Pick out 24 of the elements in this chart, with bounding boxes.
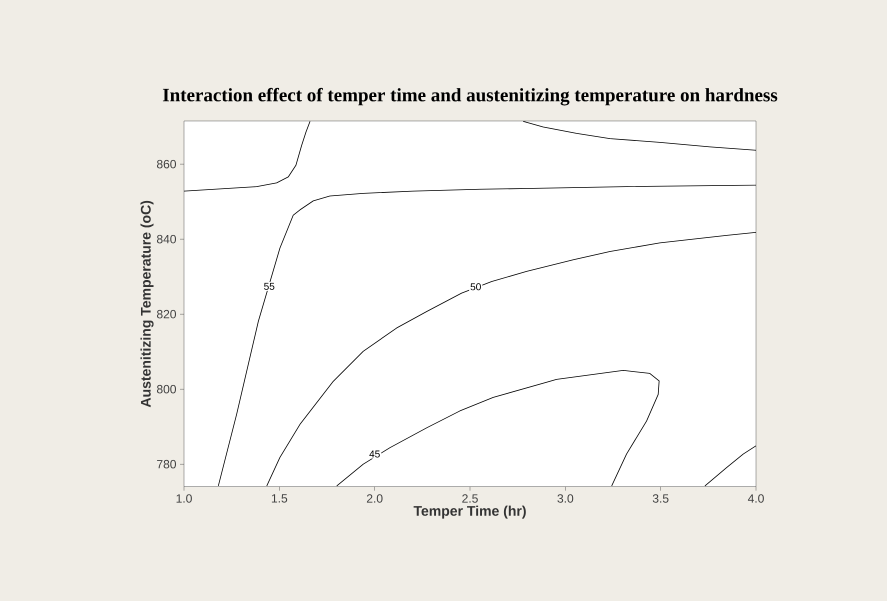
x-tick-label: 3.0 — [557, 494, 574, 503]
y-tick-label: 800 — [156, 384, 176, 394]
line-series — [704, 445, 756, 486]
y-tick-label: 840 — [156, 234, 176, 244]
annotation: 50 — [470, 283, 481, 290]
y-tick-label: 860 — [156, 160, 176, 168]
line-series — [336, 370, 660, 486]
line-series — [522, 120, 756, 151]
annotation: 45 — [369, 450, 380, 458]
y-tick-label: 820 — [156, 310, 176, 318]
annotation: 55 — [264, 282, 274, 290]
x-tick-label: 2.5 — [462, 494, 478, 503]
x-tick-label: 3.5 — [652, 494, 668, 503]
chart-title: Interaction effect of temper time and austenitizing temperature on hardness — [162, 88, 778, 106]
line-series — [266, 232, 756, 486]
line-series — [184, 120, 310, 192]
y-axis-title: Austenitizing Temperature (oC) — [140, 200, 154, 408]
x-tick-label: 2.0 — [366, 494, 383, 503]
x-tick-label: 1.0 — [176, 494, 192, 503]
x-tick-label: 1.5 — [272, 494, 288, 503]
x-tick-label: 4.0 — [748, 494, 764, 503]
y-tick-label: 780 — [157, 460, 176, 468]
x-axis-title: Temper Time (hr) — [414, 506, 526, 519]
line-series — [218, 184, 756, 486]
